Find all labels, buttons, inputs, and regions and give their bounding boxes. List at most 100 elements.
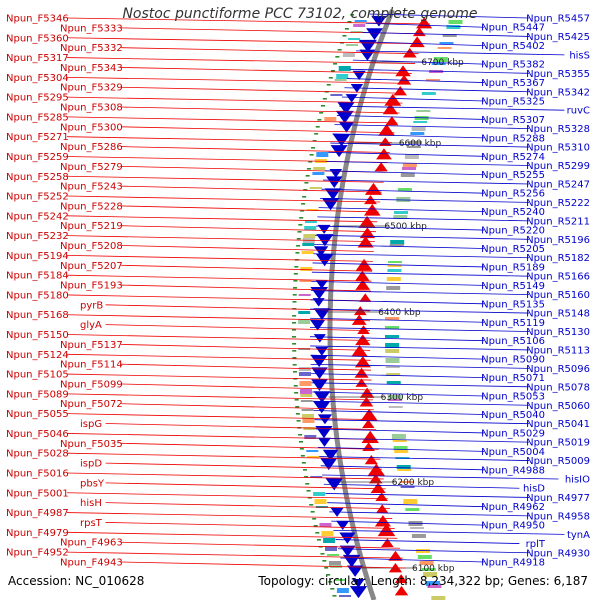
left-gene-label: Npun_F5285: [6, 112, 69, 123]
minor-tick: [304, 182, 309, 184]
kbp-label: 6500 kbp: [384, 222, 427, 232]
label-leader-line: [313, 410, 485, 415]
reverse-gene-arrow: [316, 234, 334, 247]
left-gene-label: Npun_F5028: [6, 449, 69, 460]
outer-feature-block: [304, 435, 317, 439]
label-leader-line: [362, 32, 530, 37]
inner-feature-block: [408, 141, 422, 144]
label-leader-line: [331, 520, 485, 526]
label-leader-line: [333, 529, 565, 535]
reverse-gene-arrow: [313, 334, 326, 343]
inner-feature-block: [426, 79, 440, 81]
reverse-gene-arrow: [317, 224, 331, 234]
label-leader-line: [316, 437, 530, 443]
label-leader-line: [325, 493, 530, 498]
right-gene-label: Npun_R4930: [526, 548, 590, 559]
inner-feature-block: [385, 317, 400, 320]
left-gene-label: ispG: [80, 419, 102, 430]
reverse-gene-arrow: [349, 586, 368, 599]
minor-tick: [295, 406, 300, 408]
forward-gene-arrow: [382, 103, 399, 115]
inner-feature-block: [388, 399, 402, 401]
label-leader-line: [66, 195, 381, 203]
label-leader-line: [66, 274, 372, 282]
forward-gene-arrow: [384, 93, 402, 106]
minor-tick: [299, 217, 304, 219]
inner-feature-block: [394, 211, 408, 214]
outer-feature-block: [350, 31, 363, 33]
forward-strand-genes: [351, 17, 433, 596]
minor-tick: [301, 203, 306, 205]
minor-tick: [314, 133, 319, 135]
forward-gene-arrow: [394, 585, 409, 596]
left-gene-label: Npun_F4943: [60, 558, 123, 569]
label-leader-line: [66, 235, 375, 242]
right-gene-label: Npun_R5205: [481, 244, 545, 255]
inner-feature-block: [423, 572, 438, 577]
outer-feature-block: [325, 546, 337, 551]
inner-feature-block: [387, 269, 402, 272]
label-leader-line: [335, 539, 520, 544]
minor-tick: [292, 336, 297, 338]
inner-feature-block: [385, 326, 399, 329]
right-gene-label: Npun_R5149: [481, 281, 545, 292]
forward-gene-arrow: [402, 47, 417, 58]
minor-tick: [303, 189, 308, 191]
label-leader-line: [349, 68, 530, 74]
inner-feature-block: [402, 163, 417, 167]
left-gene-label: Npun_F5304: [6, 73, 69, 84]
outer-feature-block: [300, 389, 312, 394]
minor-tick: [315, 532, 320, 534]
forward-gene-arrow: [394, 574, 408, 584]
label-leader-line: [323, 483, 520, 489]
kbp-label: 6300 kbp: [381, 393, 424, 403]
minor-tick: [326, 84, 331, 86]
left-gene-label: Npun_F5046: [6, 429, 69, 440]
label-leader-line: [66, 393, 374, 401]
label-leader-line: [120, 561, 406, 569]
left-gene-label: Npun_F5243: [60, 182, 123, 193]
label-leader-line: [310, 308, 530, 314]
inner-feature-block: [387, 395, 402, 400]
minor-tick: [344, 28, 349, 30]
forward-gene-arrow: [362, 442, 375, 452]
reverse-gene-arrow: [347, 565, 364, 577]
minor-tick: [302, 469, 307, 471]
forward-gene-arrow: [374, 515, 391, 527]
minor-tick: [297, 231, 302, 233]
label-leader-line: [120, 284, 371, 292]
right-gene-label: Npun_R4977: [526, 493, 590, 504]
right-gene-label: Npun_R5106: [481, 336, 545, 347]
minor-tick: [296, 245, 301, 247]
right-gene-label: Npun_R5130: [526, 327, 590, 338]
label-leader-line: [120, 442, 379, 450]
right-gene-label: Npun_R5342: [526, 87, 590, 98]
right-gene-label: Npun_R5328: [526, 124, 590, 135]
right-gene-label: Npun_R5040: [481, 410, 545, 421]
right-gene-label: Npun_R5119: [481, 318, 545, 329]
left-gene-label: Npun_F5252: [6, 192, 69, 203]
outer-feature-block: [354, 20, 367, 22]
label-leader-line: [339, 105, 565, 111]
label-leader-line: [120, 403, 374, 411]
left-gene-label: Npun_F5150: [6, 330, 69, 341]
left-gene-label: Npun_F5279: [60, 162, 123, 173]
label-leader-line: [320, 465, 485, 471]
label-leader-line: [105, 324, 371, 332]
minor-tick: [330, 70, 335, 72]
right-gene-labels: Npun_R5457Npun_R5447Npun_R5425Npun_R5402…: [481, 14, 590, 569]
minor-tick: [320, 105, 325, 107]
inner-feature-block: [417, 555, 432, 559]
kbp-label: 6400 kbp: [378, 308, 421, 318]
label-leader-line: [359, 41, 485, 47]
minor-tick: [295, 413, 300, 415]
right-gene-label: Npun_R5255: [481, 170, 545, 181]
accession-text: Accession: NC_010628: [8, 574, 145, 588]
left-gene-label: Npun_F5271: [6, 132, 69, 143]
right-gene-label: Npun_R5367: [481, 78, 545, 89]
label-leader-line: [105, 423, 377, 430]
outer-feature-block: [346, 44, 358, 46]
reverse-gene-arrow: [326, 176, 343, 188]
minor-tick: [309, 154, 314, 156]
inner-feature-block: [446, 25, 461, 29]
